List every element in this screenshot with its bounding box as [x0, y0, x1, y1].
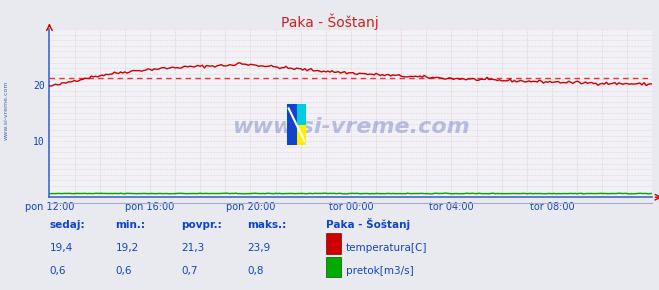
- Text: pretok[m3/s]: pretok[m3/s]: [346, 266, 414, 276]
- Bar: [287, 104, 297, 145]
- Text: Paka - Šoštanj: Paka - Šoštanj: [281, 13, 378, 30]
- Text: 19,4: 19,4: [49, 243, 72, 253]
- Text: 0,6: 0,6: [49, 266, 66, 276]
- Text: 0,6: 0,6: [115, 266, 132, 276]
- Text: sedaj:: sedaj:: [49, 220, 85, 230]
- Text: povpr.:: povpr.:: [181, 220, 222, 230]
- Bar: [297, 104, 306, 125]
- Text: temperatura[C]: temperatura[C]: [346, 243, 428, 253]
- Text: www.si-vreme.com: www.si-vreme.com: [232, 117, 470, 137]
- Text: 19,2: 19,2: [115, 243, 138, 253]
- Text: 21,3: 21,3: [181, 243, 204, 253]
- Text: www.si-vreme.com: www.si-vreme.com: [4, 80, 9, 140]
- Text: 0,8: 0,8: [247, 266, 264, 276]
- Text: min.:: min.:: [115, 220, 146, 230]
- Text: 23,9: 23,9: [247, 243, 270, 253]
- Bar: [297, 125, 306, 145]
- Text: maks.:: maks.:: [247, 220, 287, 230]
- Text: Paka - Šoštanj: Paka - Šoštanj: [326, 218, 411, 230]
- Text: 0,7: 0,7: [181, 266, 198, 276]
